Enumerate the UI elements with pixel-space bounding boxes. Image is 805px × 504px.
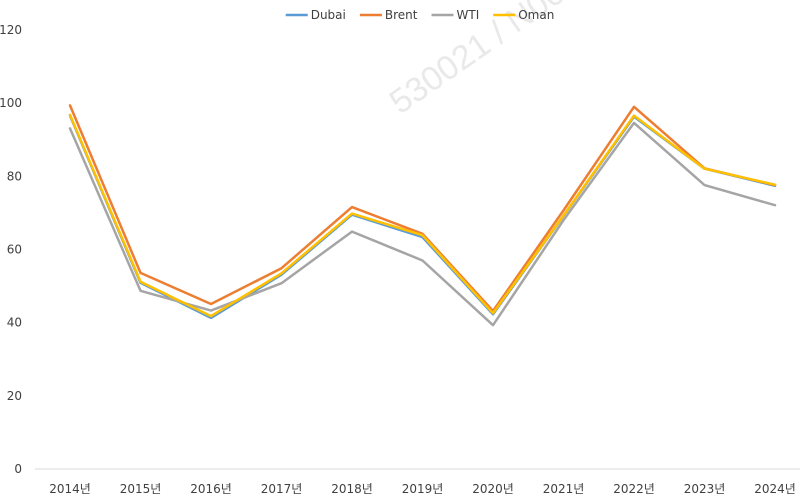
x-tick-label: 2020년 bbox=[472, 482, 514, 496]
legend-item: Oman bbox=[493, 8, 554, 22]
legend-label: Oman bbox=[518, 8, 554, 22]
x-tick-label: 2022년 bbox=[613, 482, 655, 496]
legend-item: WTI bbox=[431, 8, 480, 22]
x-tick-label: 2023년 bbox=[684, 482, 726, 496]
x-tick-label: 2017년 bbox=[261, 482, 303, 496]
series-line-wti bbox=[68, 121, 777, 327]
legend: Dubai Brent WTI Oman bbox=[285, 8, 554, 22]
x-axis: 2014년 2015년 2016년 2017년 2018년 2019년 2020년 2021년… bbox=[35, 468, 800, 496]
legend-item: Dubai bbox=[285, 8, 346, 22]
x-tick-label: 2016년 bbox=[190, 482, 232, 496]
y-tick-label: 100 bbox=[0, 96, 22, 110]
x-tick-label: 2015년 bbox=[120, 482, 162, 496]
series-lines bbox=[68, 104, 777, 327]
y-tick-label: 80 bbox=[7, 169, 22, 183]
y-tick-label: 60 bbox=[7, 243, 22, 257]
y-tick-label: 0 bbox=[14, 462, 22, 476]
legend-label: Dubai bbox=[311, 8, 346, 22]
legend-label: WTI bbox=[457, 8, 480, 22]
x-tick-label: 2021년 bbox=[543, 482, 585, 496]
y-tick-label: 120 bbox=[0, 23, 22, 37]
x-tick-label: 2019년 bbox=[402, 482, 444, 496]
series-line-oman bbox=[68, 113, 777, 318]
y-axis: 0 20 40 60 80 100 120 bbox=[0, 23, 22, 476]
series-line-brent bbox=[68, 104, 777, 313]
legend-label: Brent bbox=[385, 8, 418, 22]
x-tick-label: 2018년 bbox=[331, 482, 373, 496]
y-tick-label: 40 bbox=[7, 316, 22, 330]
x-tick-label: 2024년 bbox=[754, 482, 796, 496]
y-tick-label: 20 bbox=[7, 389, 22, 403]
x-tick-label: 2014년 bbox=[49, 482, 91, 496]
legend-item: Brent bbox=[359, 8, 418, 22]
